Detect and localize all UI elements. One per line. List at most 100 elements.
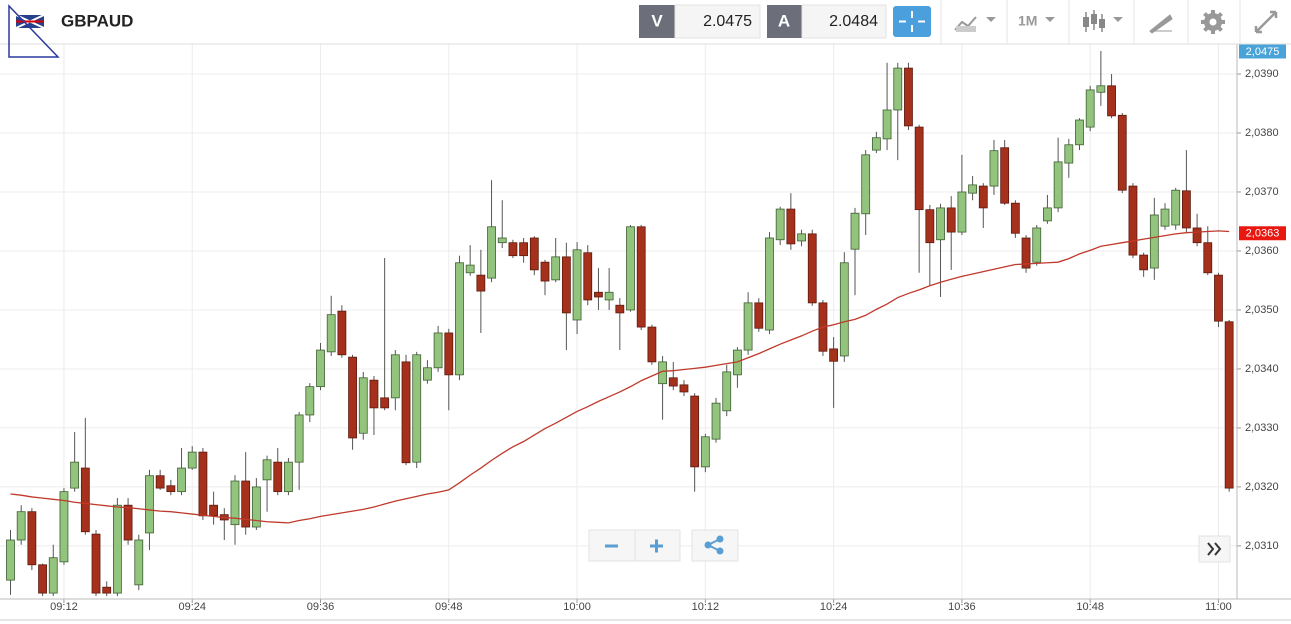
candle-body-up xyxy=(326,314,336,353)
candle-body-up xyxy=(968,184,977,194)
candle-body-up xyxy=(551,256,561,281)
x-tick-label: 09:48 xyxy=(435,601,463,613)
bid-price: 2.0475 xyxy=(703,13,752,30)
candle-body-up xyxy=(230,480,240,526)
candle-body-up xyxy=(16,511,26,541)
symbol: GBPAUD xyxy=(61,11,133,30)
candle-body-up xyxy=(48,557,58,594)
candle-body-up xyxy=(1160,208,1170,227)
ask-label: A xyxy=(778,11,790,30)
candle-body-down xyxy=(829,348,839,362)
candle-body-up xyxy=(433,332,443,369)
candle-body-down xyxy=(102,586,112,594)
zoom-out-button[interactable] xyxy=(588,529,636,562)
candle-body-up xyxy=(70,461,80,489)
candle-body-up xyxy=(936,207,945,241)
candle-body-up xyxy=(145,475,154,534)
candle-body-up xyxy=(604,291,614,301)
candle-body-down xyxy=(1139,254,1149,271)
candle-body-up xyxy=(251,486,261,528)
candle-body-up xyxy=(871,137,881,151)
chart-type-button[interactable] xyxy=(954,16,996,32)
candle-body-down xyxy=(80,467,90,533)
price-tag-bg xyxy=(1239,44,1286,59)
candle-body-up xyxy=(1075,119,1084,146)
x-tick-label: 10:12 xyxy=(692,601,720,613)
candle-body-down xyxy=(1021,237,1031,269)
candle-body-down xyxy=(1010,202,1020,234)
settings-button[interactable] xyxy=(1201,10,1225,34)
ma-tag: 2,0363 xyxy=(1246,228,1280,240)
ask-badge xyxy=(767,5,802,38)
candle-body-down xyxy=(679,384,689,393)
moving-average-line xyxy=(10,230,1230,524)
candle-body-up xyxy=(1064,144,1074,164)
candle-body-down xyxy=(444,332,454,376)
candle-body-up xyxy=(358,377,368,434)
ask-field[interactable] xyxy=(801,4,887,39)
candle-body-down xyxy=(166,485,176,493)
candle-body-up xyxy=(134,539,144,586)
candle-body-up xyxy=(294,414,304,463)
candle-body-down xyxy=(1203,242,1213,274)
candle-body-down xyxy=(540,261,550,282)
candle-body-down xyxy=(241,480,251,528)
y-tick-label: 2,0370 xyxy=(1245,186,1279,198)
candle-body-down xyxy=(647,326,657,363)
candle-body-up xyxy=(882,109,892,140)
candle-body-down xyxy=(1214,274,1223,322)
candle-body-up xyxy=(455,262,464,376)
x-tick-label: 10:36 xyxy=(948,601,976,613)
candle-body-up xyxy=(1085,89,1095,128)
fullscreen-button[interactable] xyxy=(1254,10,1278,34)
candle-body-down xyxy=(337,310,347,356)
candle-body-down xyxy=(401,361,411,464)
candle-body-down xyxy=(27,511,37,566)
candle-body-down xyxy=(1000,147,1010,204)
bid-field[interactable] xyxy=(674,4,761,39)
y-tick-label: 2,0330 xyxy=(1245,422,1279,434)
candle-body-down xyxy=(508,242,518,257)
y-tick-label: 2,0350 xyxy=(1245,304,1279,316)
candle-body-up xyxy=(284,461,293,493)
candle-body-up xyxy=(487,226,496,279)
x-tick-label: 09:12 xyxy=(50,601,78,613)
candle-body-down xyxy=(1117,114,1127,191)
candle-body-up xyxy=(1053,161,1063,209)
candle-body-down xyxy=(1224,321,1234,489)
candle-style-button[interactable] xyxy=(1083,10,1123,32)
crosshair-button[interactable] xyxy=(893,6,931,37)
y-tick-label: 2,0340 xyxy=(1245,363,1279,375)
draw-tool-button[interactable] xyxy=(1149,14,1173,34)
candle-body-down xyxy=(155,475,165,489)
candle-body-up xyxy=(1043,207,1052,222)
candle-body-up xyxy=(1096,85,1106,93)
candle-body-down xyxy=(946,207,956,233)
x-tick-label: 10:00 xyxy=(563,601,591,613)
scroll-to-end-button[interactable] xyxy=(1198,535,1231,563)
candle-body-down xyxy=(583,252,593,301)
candle-body-down xyxy=(1192,227,1202,244)
candle-body-down xyxy=(690,395,700,468)
zoom-in-button[interactable] xyxy=(634,529,681,562)
candle-body-down xyxy=(1128,185,1138,256)
candle-body-down xyxy=(925,209,935,244)
candle-body-down xyxy=(91,533,101,594)
candle-body-down xyxy=(519,242,529,257)
timeframe[interactable]: 1M xyxy=(1018,13,1037,29)
candle-body-up xyxy=(1149,214,1159,269)
candle-body-down xyxy=(123,504,133,541)
candle-body-up xyxy=(861,154,871,215)
plot-background xyxy=(0,44,1237,599)
share-button[interactable] xyxy=(691,529,739,562)
candle-body-down xyxy=(594,291,603,298)
candle-body-down xyxy=(1107,85,1116,117)
plot-area: 2,0310 2,0320 2,0330 2,0340 2,0350 2,0360 2,03… xyxy=(0,44,1291,621)
candle-body-up xyxy=(187,451,197,469)
candle-body-down xyxy=(615,304,625,314)
candle-body-up xyxy=(1032,227,1042,263)
timeframe-caret xyxy=(1045,17,1055,22)
candle-body-down xyxy=(978,185,988,209)
candle-body-up xyxy=(893,67,903,111)
candle-body-up xyxy=(112,504,122,594)
